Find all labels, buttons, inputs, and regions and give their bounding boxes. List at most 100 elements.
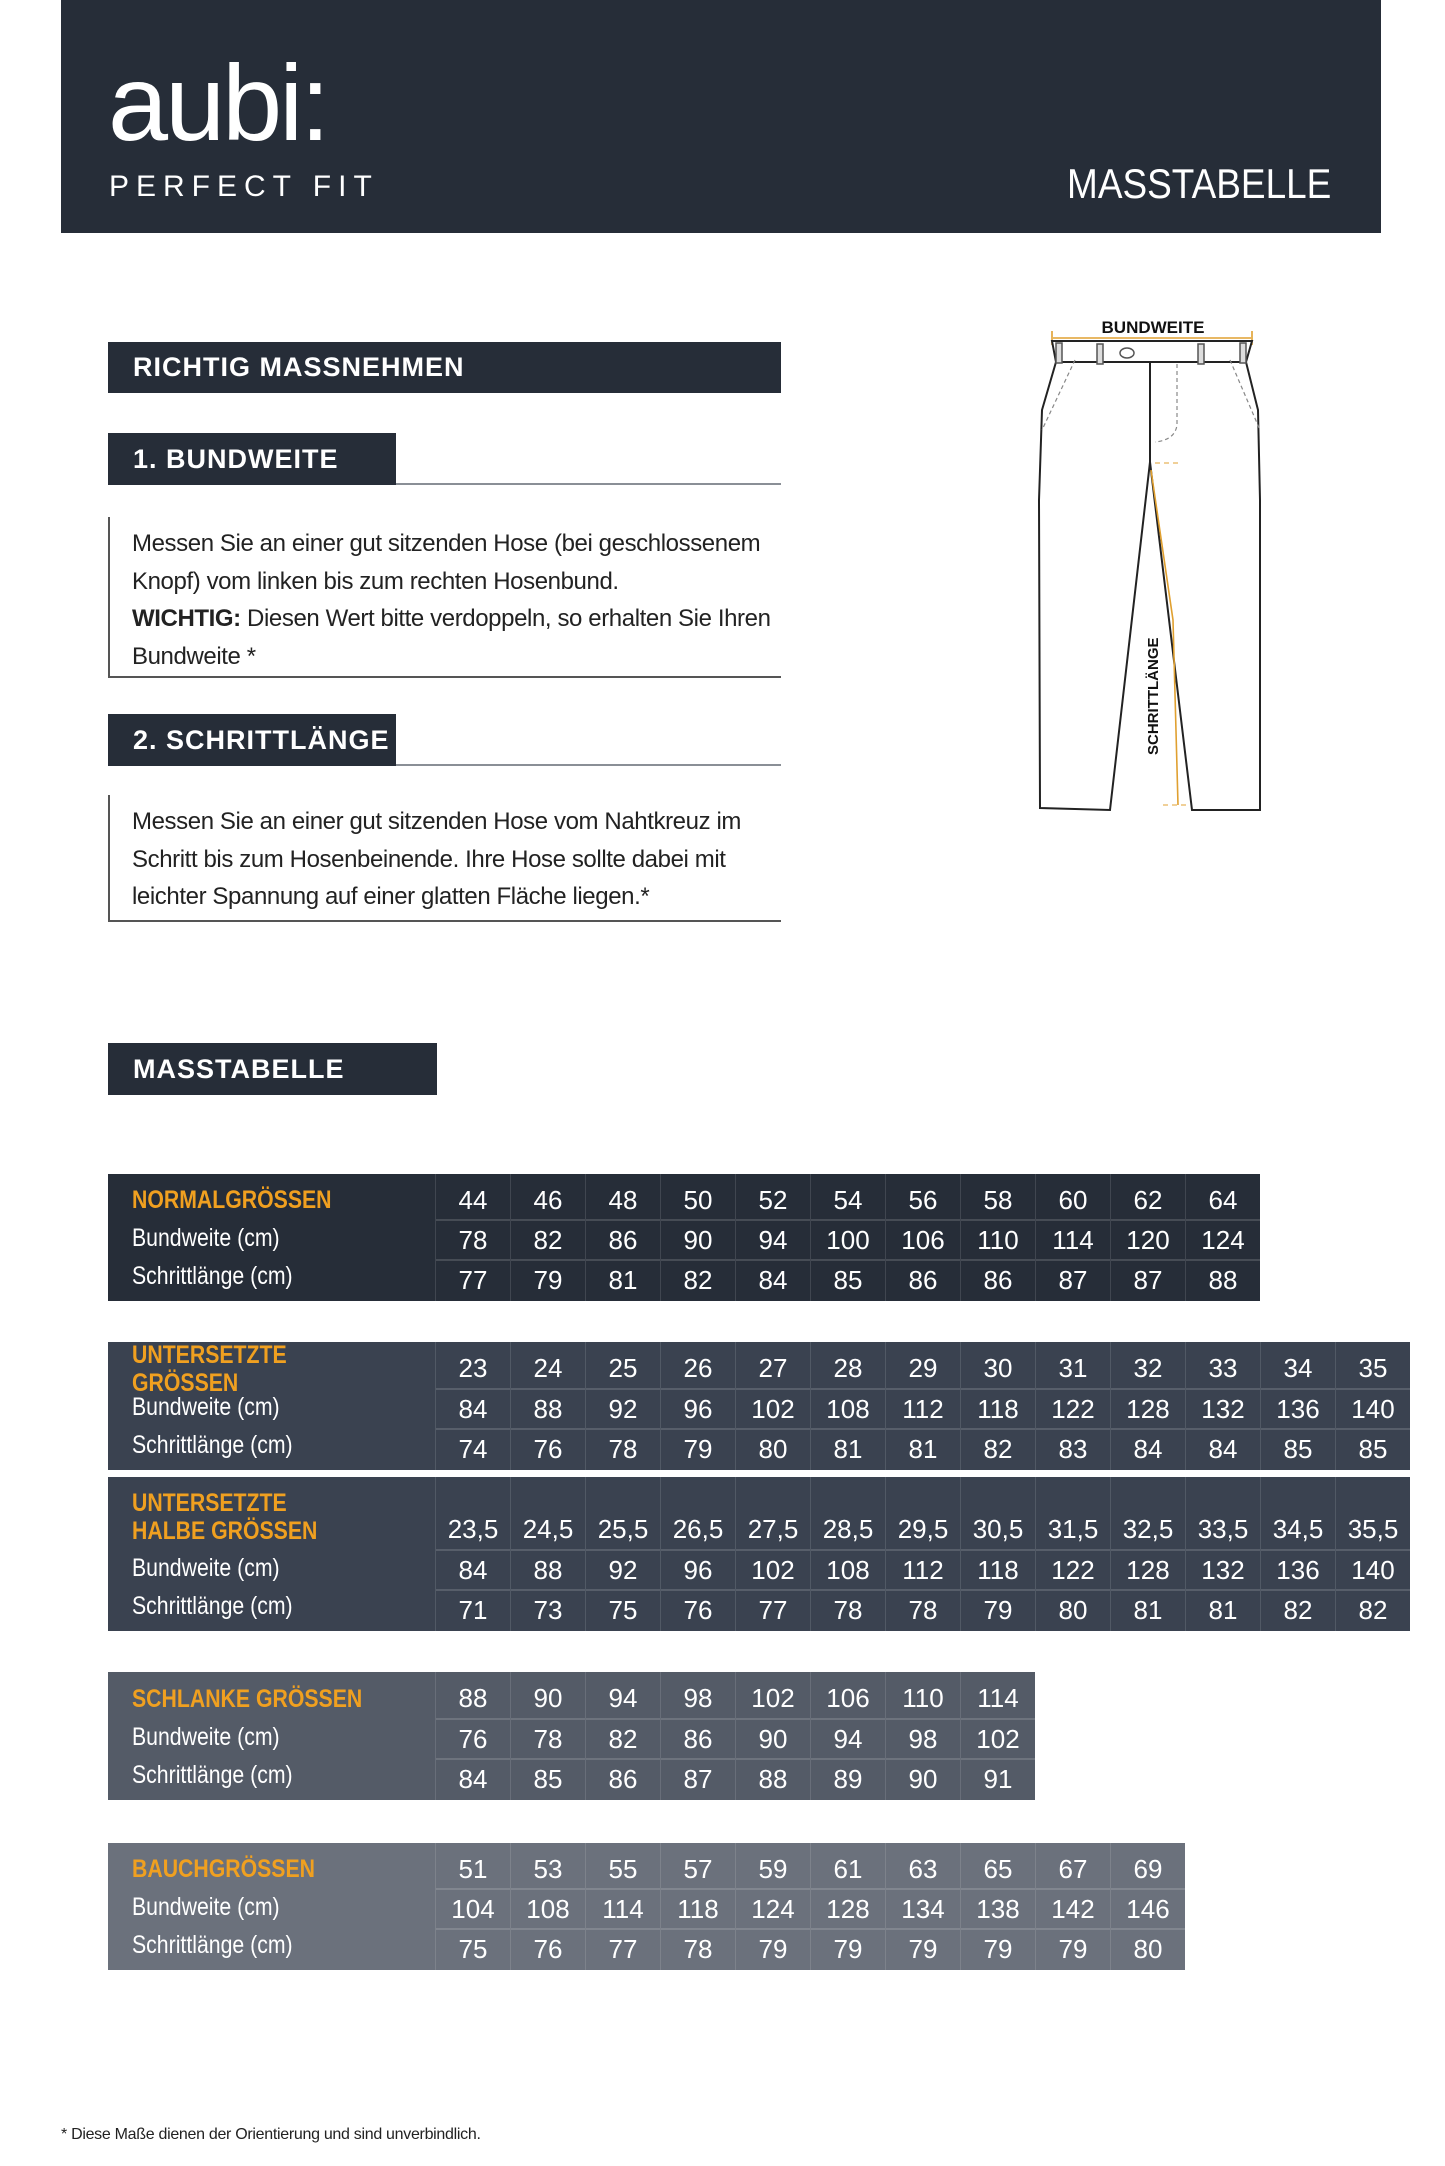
size-cell: 31 — [1058, 1353, 1088, 1383]
size-cell: 67 — [1058, 1853, 1088, 1884]
size-cell: 30 — [983, 1353, 1013, 1383]
label-text: Schrittlänge (cm) — [132, 1591, 293, 1620]
size-cell: 61 — [833, 1853, 863, 1884]
waist-cell: 112 — [886, 1549, 960, 1589]
size-group-label: UNTERSETZTE HALBE GRÖSSEN — [132, 1484, 435, 1549]
inseam-cell: 85 — [811, 1259, 885, 1299]
waist-cell: 78 — [511, 1718, 585, 1758]
size-cell: 114 — [977, 1683, 1019, 1713]
size-column: 28,5 108 78 — [810, 1477, 885, 1631]
waist-cell: 82 — [511, 1219, 585, 1259]
size-column: 114 102 91 — [960, 1672, 1035, 1800]
size-cell: 30,5 — [972, 1514, 1024, 1544]
waist-cell: 94 — [811, 1718, 885, 1758]
size-cell: 55 — [608, 1853, 638, 1884]
inseam-cell: 80 — [1036, 1589, 1110, 1629]
size-column: 24 88 76 — [510, 1342, 585, 1470]
inseam-label: SCHRITTLÄNGE — [1145, 638, 1162, 756]
size-cell: 33,5 — [1197, 1514, 1249, 1544]
size-column: 26 96 79 — [660, 1342, 735, 1470]
size-cell: 46 — [533, 1184, 563, 1215]
label-text: UNTERSETZTE GRÖSSEN — [132, 1340, 287, 1397]
row-label: Schrittlänge (cm) — [132, 1756, 435, 1794]
size-cell: 69 — [1133, 1853, 1163, 1884]
size-column: 110 98 90 — [885, 1672, 960, 1800]
inseam-line — [1150, 469, 1179, 806]
size-column: 50 90 82 — [660, 1174, 735, 1301]
inseam-cell: 83 — [1036, 1428, 1110, 1468]
waist-cell: 136 — [1261, 1388, 1335, 1428]
waist-cell: 100 — [811, 1219, 885, 1259]
waist-cell: 108 — [811, 1549, 885, 1589]
waist-cell: 128 — [1111, 1549, 1185, 1589]
size-cell: 35 — [1358, 1353, 1388, 1383]
inseam-cell: 84 — [436, 1758, 510, 1798]
size-column: 48 86 81 — [585, 1174, 660, 1301]
step1-title: 1. BUNDWEITE — [108, 433, 396, 485]
size-cell: 31,5 — [1047, 1514, 1099, 1544]
inseam-cell: 75 — [586, 1589, 660, 1629]
size-cell: 34 — [1283, 1353, 1313, 1383]
size-column: 65 138 79 — [960, 1843, 1035, 1970]
brand-tagline: PERFECT FIT — [109, 170, 379, 203]
inseam-cell: 80 — [1111, 1928, 1185, 1968]
size-column: 98 86 87 — [660, 1672, 735, 1800]
waist-cell: 134 — [886, 1888, 960, 1928]
waist-cell: 90 — [661, 1219, 735, 1259]
divider — [396, 764, 781, 766]
waist-cell: 114 — [586, 1888, 660, 1928]
label-text: Schrittlänge (cm) — [132, 1760, 293, 1789]
size-column: 54 100 85 — [810, 1174, 885, 1301]
size-table: BAUCHGRÖSSEN Bundweite (cm) Schrittlänge (… — [108, 1843, 1185, 1970]
footnote: * Diese Maße dienen der Orientierung und… — [61, 2126, 481, 2143]
belt-loops — [1055, 342, 1247, 365]
waist-cell: 110 — [961, 1219, 1035, 1259]
inseam-cell: 73 — [511, 1589, 585, 1629]
size-column: 32 128 84 — [1110, 1342, 1185, 1470]
size-column: 64 124 88 — [1185, 1174, 1260, 1301]
inseam-cell: 85 — [1336, 1428, 1410, 1468]
trousers-illustration: BUNDWEITE SCHRITTLÄNGE — [1037, 318, 1261, 812]
inseam-cell: 82 — [1336, 1589, 1410, 1629]
step2-description: Messen Sie an einer gut sitzenden Hose v… — [108, 795, 781, 922]
step2-title: 2. SCHRITTLÄNGE — [108, 714, 396, 766]
inseam-cell: 79 — [811, 1928, 885, 1968]
size-cell: 63 — [908, 1853, 938, 1884]
size-column: 58 110 86 — [960, 1174, 1035, 1301]
size-column: 62 120 87 — [1110, 1174, 1185, 1301]
inseam-cell: 82 — [661, 1259, 735, 1299]
waist-cell: 96 — [661, 1388, 735, 1428]
size-cell: 28,5 — [822, 1514, 874, 1544]
size-column: 29 112 81 — [885, 1342, 960, 1470]
size-cell: 60 — [1058, 1184, 1088, 1215]
inseam-cell: 76 — [511, 1428, 585, 1468]
size-group-label: BAUCHGRÖSSEN — [132, 1850, 435, 1888]
size-cell: 65 — [983, 1853, 1013, 1884]
inseam-cell: 79 — [661, 1428, 735, 1468]
waist-cell: 128 — [811, 1888, 885, 1928]
inseam-cell: 76 — [661, 1589, 735, 1629]
size-cell: 24,5 — [522, 1514, 574, 1544]
inseam-cell: 86 — [586, 1758, 660, 1798]
size-group-label: SCHLANKE GRÖSSEN — [132, 1679, 435, 1718]
size-column: 23,5 84 71 — [435, 1477, 510, 1631]
waist-cell: 98 — [886, 1718, 960, 1758]
size-column: 67 142 79 — [1035, 1843, 1110, 1970]
waist-cell: 132 — [1186, 1549, 1260, 1589]
waist-cell: 86 — [661, 1718, 735, 1758]
size-column: 30,5 118 79 — [960, 1477, 1035, 1631]
inseam-cell: 90 — [886, 1758, 960, 1798]
waist-cell: 86 — [586, 1219, 660, 1259]
label-text: Bundweite (cm) — [132, 1722, 280, 1751]
waist-cell: 124 — [1186, 1219, 1260, 1259]
waist-cell: 76 — [436, 1718, 510, 1758]
size-cell: 48 — [608, 1184, 638, 1215]
inseam-cell: 84 — [736, 1259, 810, 1299]
size-cell: 110 — [902, 1683, 944, 1713]
inseam-cell: 86 — [886, 1259, 960, 1299]
size-cell: 29,5 — [897, 1514, 949, 1544]
waist-cell: 128 — [1111, 1388, 1185, 1428]
size-column: 52 94 84 — [735, 1174, 810, 1301]
waist-cell: 132 — [1186, 1388, 1260, 1428]
size-column: 33,5 132 81 — [1185, 1477, 1260, 1631]
